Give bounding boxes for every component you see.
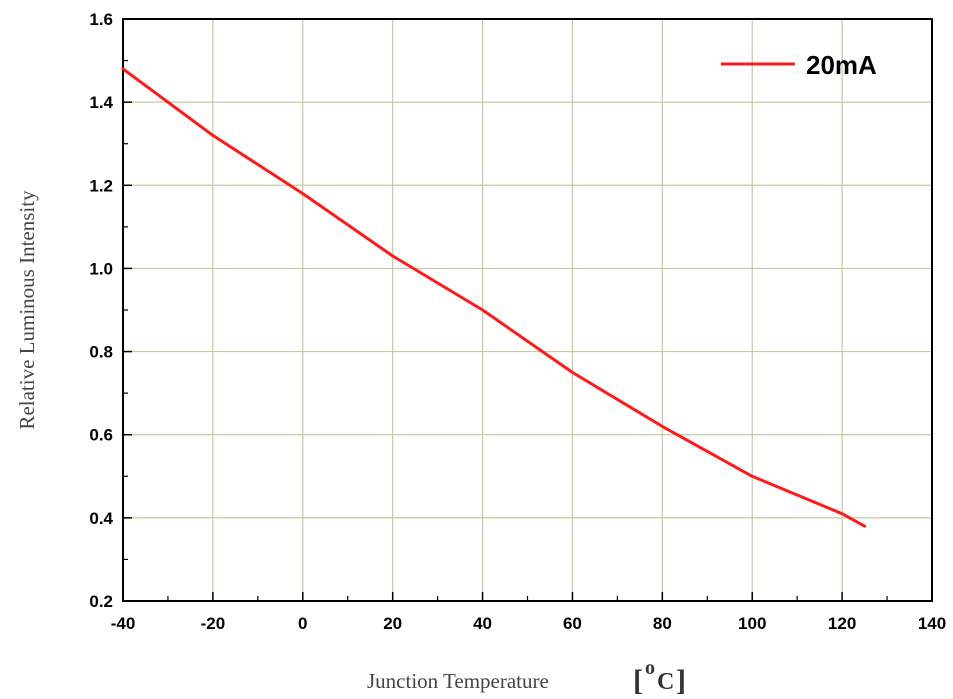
y-tick-label-2: 0.6 (89, 426, 113, 445)
x-axis-unit-bracket-right: ] (676, 664, 686, 697)
x-tick-label-5: 60 (563, 614, 582, 633)
y-tick-label-0: 0.2 (89, 592, 113, 611)
y-tick-label-3: 0.8 (89, 343, 113, 362)
grid (123, 19, 932, 601)
x-tick-label-0: -40 (111, 614, 136, 633)
x-tick-label-9: 140 (918, 614, 946, 633)
y-tick-label-7: 1.6 (89, 10, 113, 29)
x-tick-label-7: 100 (738, 614, 766, 633)
series-layer (121, 67, 867, 528)
axis-ticks: -40 -20 0 20 40 60 80 100 120 140 0.2 0.4 0.6 0.8 1.0 1… (89, 10, 946, 633)
x-tick-label-8: 120 (828, 614, 856, 633)
x-axis-label: Junction Temperature (367, 669, 549, 693)
y-tick-label-5: 1.2 (89, 176, 113, 195)
legend-label-20ma: 20mA (806, 50, 877, 80)
y-tick-label-4: 1.0 (89, 259, 113, 278)
series-line-0 (121, 67, 867, 528)
x-axis-label-group: Junction Temperature [ o C ] (367, 657, 686, 697)
y-tick-label-6: 1.4 (89, 93, 113, 112)
legend: 20mA (721, 50, 877, 80)
x-axis-unit-letter: C (657, 669, 674, 695)
x-tick-label-6: 80 (653, 614, 672, 633)
x-tick-label-3: 20 (383, 614, 402, 633)
plot-frame (122, 18, 933, 602)
x-tick-label-1: -20 (201, 614, 226, 633)
y-tick-label-1: 0.4 (89, 509, 113, 528)
y-axis-label: Relative Luminous Intensity (15, 190, 39, 430)
x-axis-unit-degree: o (645, 657, 655, 679)
x-axis-unit-bracket-left: [ (633, 664, 643, 697)
x-tick-label-4: 40 (473, 614, 492, 633)
x-tick-label-2: 0 (298, 614, 307, 633)
